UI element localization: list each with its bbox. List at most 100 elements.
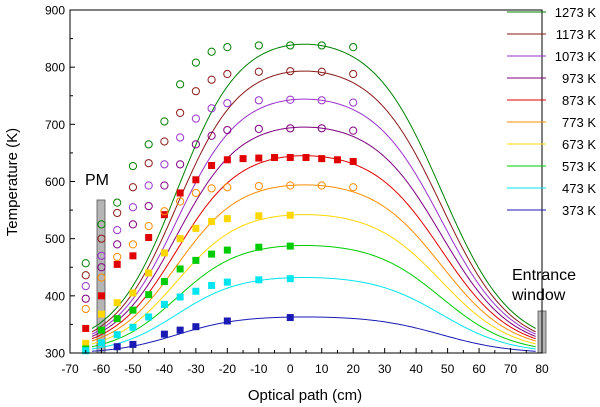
data-point — [144, 181, 153, 190]
data-point — [192, 287, 200, 295]
data-point — [160, 249, 168, 257]
data-point — [254, 41, 263, 50]
curve-673-K — [91, 214, 536, 345]
data-point — [81, 282, 90, 291]
data-point — [176, 133, 185, 142]
entrance-label-line2: window — [511, 287, 566, 304]
data-point — [318, 155, 326, 163]
data-point — [129, 340, 137, 348]
data-point — [128, 203, 138, 212]
data-point — [145, 291, 153, 299]
data-point — [97, 273, 106, 282]
data-point — [317, 67, 326, 76]
data-point — [286, 242, 294, 250]
legend-label: 473 K — [562, 181, 596, 196]
x-tick-label: -30 — [187, 362, 205, 376]
data-point — [333, 156, 341, 164]
plot-frame — [69, 9, 543, 354]
curve-473-K — [91, 277, 536, 350]
data-point — [191, 188, 200, 198]
data-point — [128, 161, 138, 171]
data-point — [113, 343, 121, 351]
data-point — [286, 95, 295, 104]
curve-1073-K — [91, 98, 536, 335]
data-point — [191, 114, 200, 123]
data-point — [254, 96, 263, 105]
data-point — [223, 69, 232, 79]
y-tick-label: 900 — [45, 4, 65, 18]
x-tick-label: 60 — [472, 362, 486, 376]
data-point — [349, 69, 358, 79]
data-point — [145, 313, 153, 321]
data-point — [302, 153, 310, 161]
data-point — [160, 160, 169, 169]
fitted-curves — [91, 43, 536, 352]
data-point — [176, 160, 185, 169]
x-tick-label: -10 — [250, 362, 268, 376]
y-tick-label: 300 — [45, 347, 65, 361]
data-point — [145, 269, 153, 277]
data-point — [192, 323, 200, 331]
data-point — [286, 181, 295, 190]
pm-label: PM — [85, 172, 109, 189]
data-point — [286, 314, 294, 322]
data-point — [254, 67, 263, 76]
data-point — [286, 275, 294, 283]
data-point — [113, 225, 122, 235]
data-point — [176, 197, 185, 206]
data-point — [97, 234, 106, 243]
data-point — [349, 43, 358, 52]
legend-label: 673 K — [562, 137, 596, 152]
data-point — [97, 251, 106, 260]
x-tick-label: 40 — [409, 362, 423, 376]
y-axis-label: Temperature (K) — [4, 128, 21, 236]
data-point — [317, 41, 326, 50]
data-point — [129, 252, 137, 260]
data-point — [223, 215, 231, 223]
data-point — [81, 304, 90, 314]
data-point — [255, 276, 263, 284]
data-point — [191, 87, 200, 96]
data-point — [254, 124, 263, 134]
data-point — [160, 207, 169, 216]
y-tick-label: 400 — [45, 289, 65, 303]
data-point — [207, 104, 216, 113]
data-point — [255, 243, 263, 251]
legend-label: 973 K — [562, 71, 596, 86]
data-point — [223, 278, 231, 286]
data-point — [349, 157, 357, 165]
y-tick-label: 600 — [45, 175, 65, 189]
data-point — [192, 176, 200, 184]
legend-label: 1273 K — [555, 5, 597, 20]
data-point — [254, 181, 263, 191]
data-point — [223, 43, 232, 52]
data-point — [144, 159, 153, 168]
x-tick-label: 80 — [535, 362, 549, 376]
data-point — [113, 315, 121, 323]
data-point — [207, 47, 216, 56]
x-tick-label: -60 — [93, 362, 111, 376]
data-point — [160, 117, 169, 126]
data-point — [97, 339, 105, 347]
data-point — [128, 220, 138, 229]
data-point — [176, 265, 184, 273]
data-point — [113, 240, 122, 249]
data-point — [113, 299, 121, 307]
x-tick-label: 30 — [378, 362, 392, 376]
data-point — [255, 154, 263, 162]
y-tick-label: 500 — [45, 232, 65, 246]
data-point — [129, 306, 137, 314]
data-point — [223, 317, 231, 325]
data-point — [82, 339, 90, 347]
data-point — [129, 289, 137, 297]
x-tick-label: 50 — [441, 362, 455, 376]
data-point — [113, 260, 121, 268]
x-tick-label: 70 — [504, 362, 518, 376]
data-point — [239, 155, 247, 163]
data-point — [223, 99, 232, 108]
curve-1273-K — [91, 43, 536, 329]
data-point — [113, 198, 122, 207]
legend-label: 373 K — [562, 203, 596, 218]
data-point — [223, 183, 232, 192]
data-point — [317, 96, 326, 105]
